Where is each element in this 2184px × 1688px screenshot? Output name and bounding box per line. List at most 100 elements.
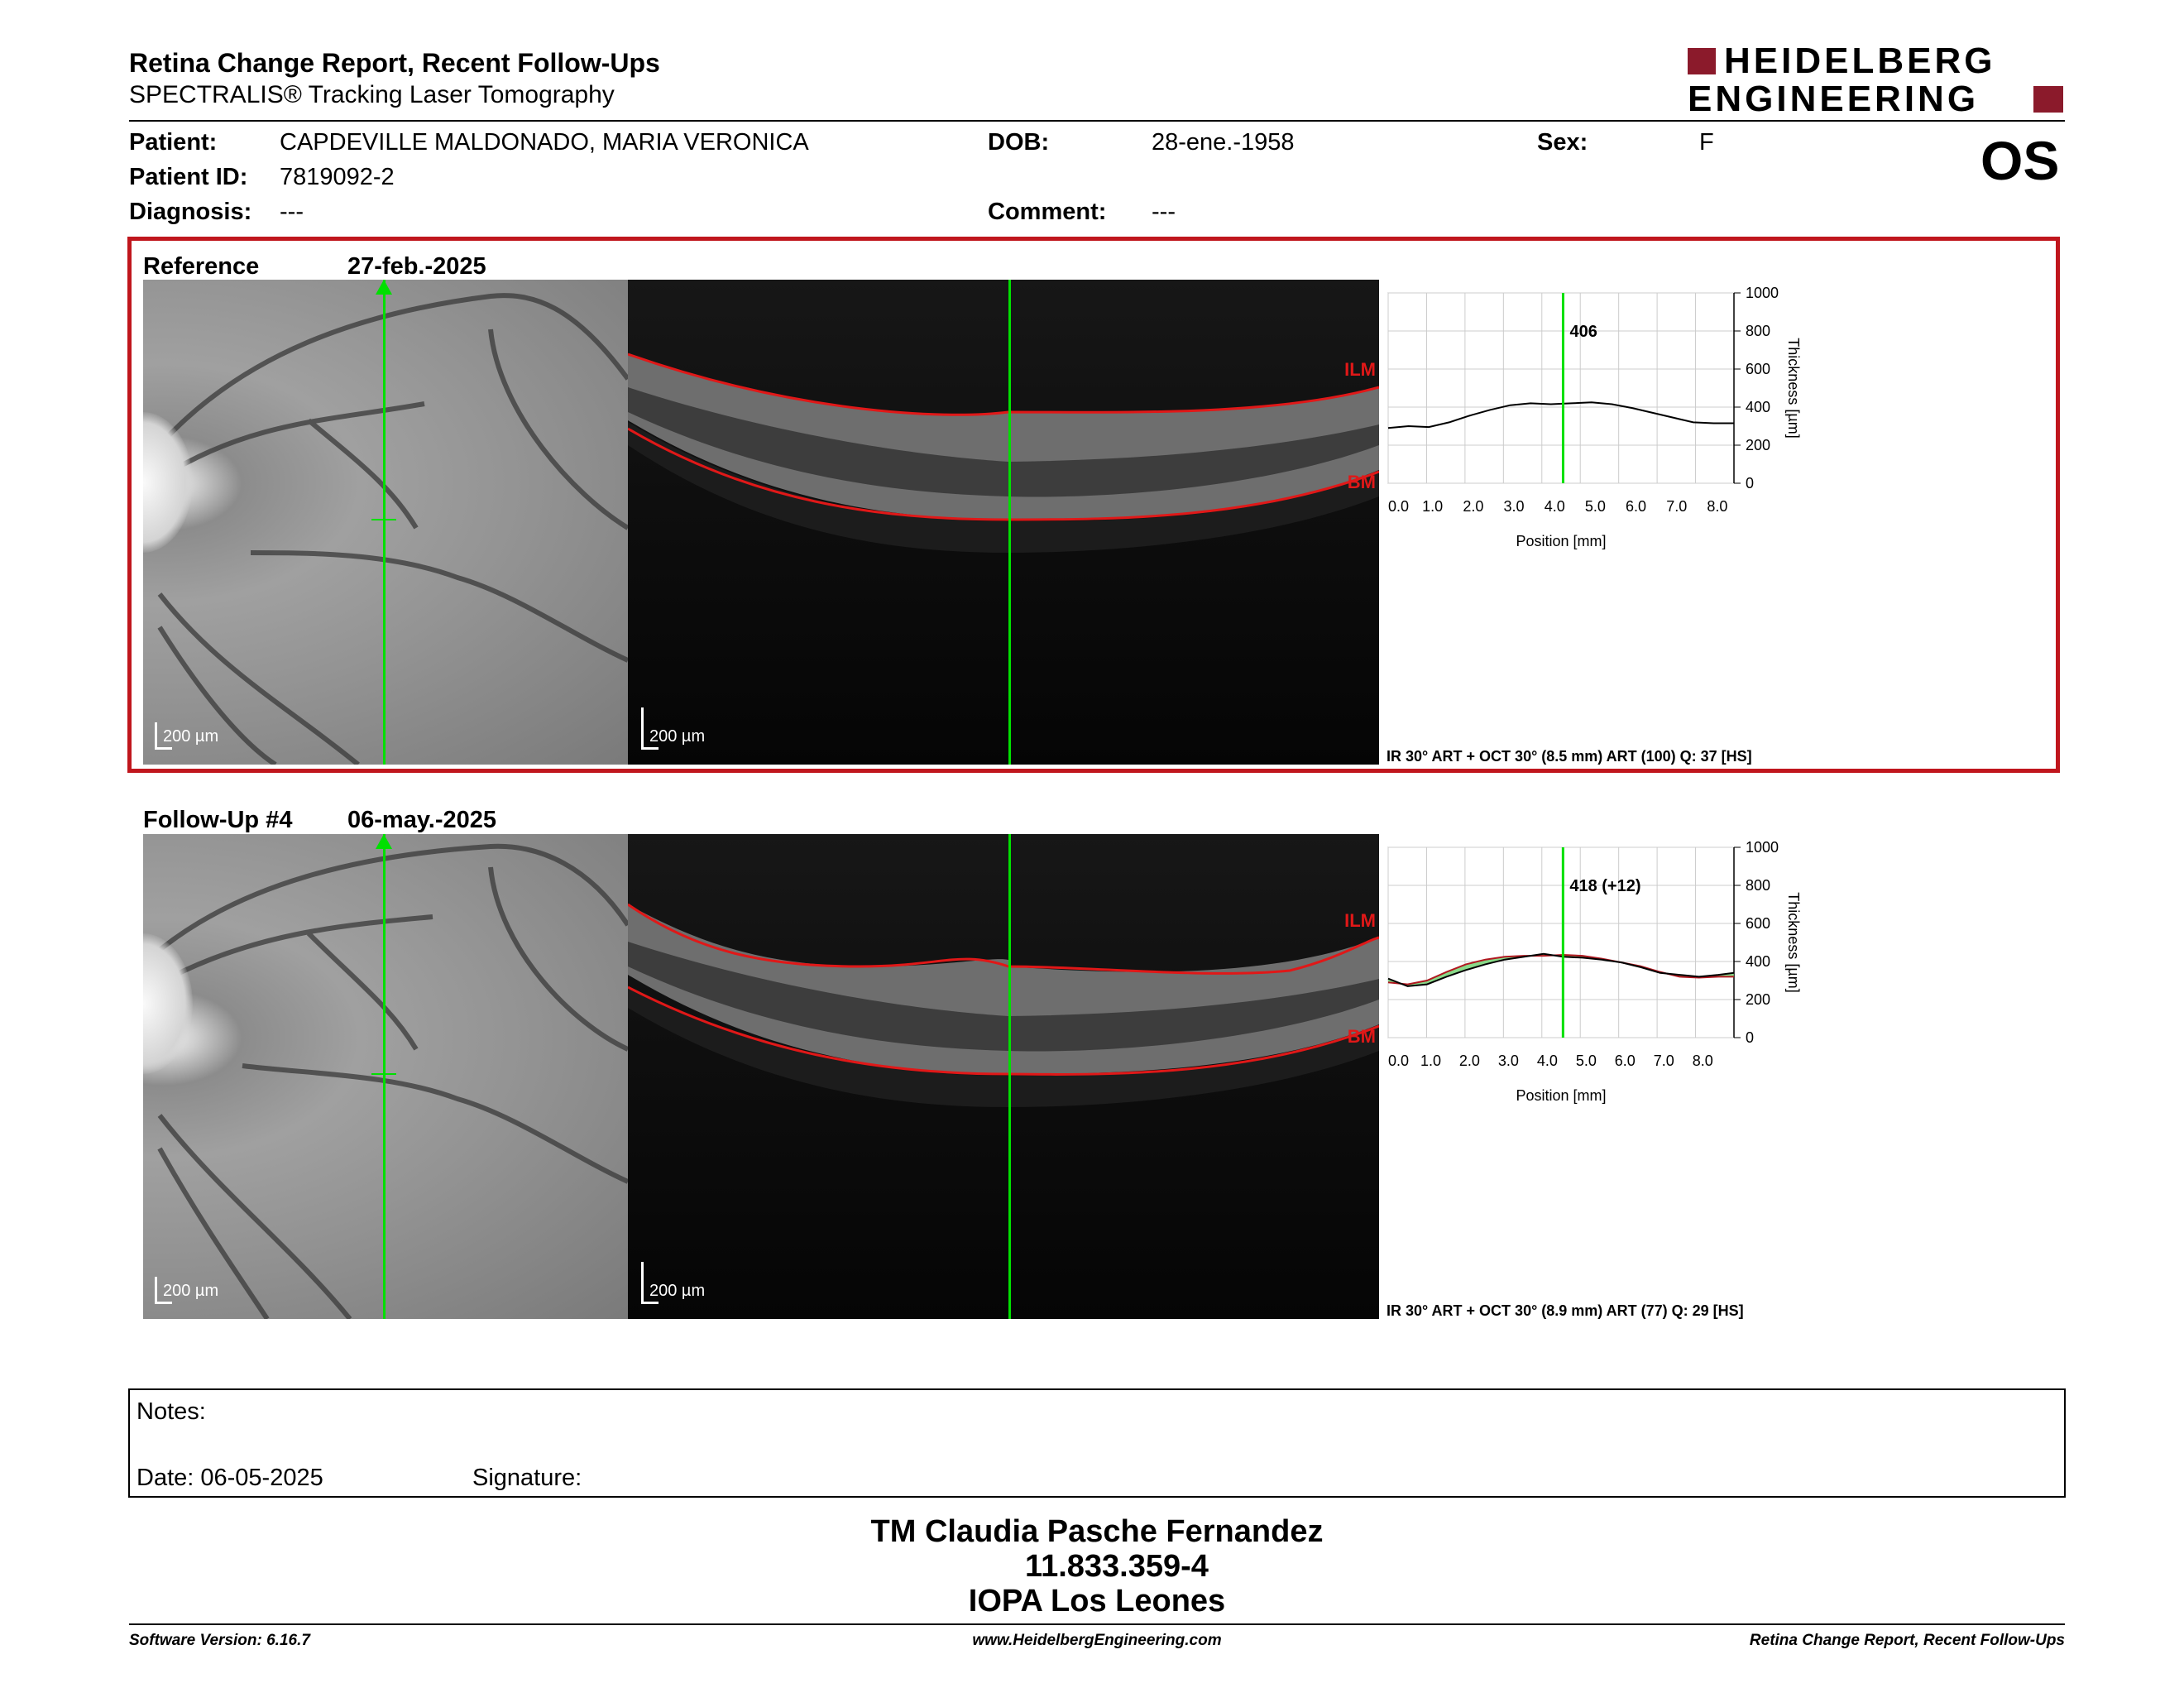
exam-2-oct-bscan[interactable]: ILM BM 200 µm [628, 834, 1379, 1319]
x-tick-label: 0.0 [1388, 498, 1409, 515]
exam-1-label: Reference [143, 253, 260, 280]
signature-label: Signature: [472, 1465, 582, 1491]
x-tick-label: 1.0 [1420, 1053, 1441, 1069]
x-tick-label: 6.0 [1626, 498, 1646, 515]
x-tick-label: 3.0 [1498, 1053, 1519, 1069]
patient-name: CAPDEVILLE MALDONADO, MARIA VERONICA [280, 129, 809, 156]
logo-square-bottom [2033, 86, 2063, 113]
exam-1-oct-scalebar: 200 µm [641, 707, 740, 751]
stamp-clinic: IOPA Los Leones [968, 1584, 1226, 1618]
exam-2-thickness-chart: 0 200 400 600 800 1000 0.0 1.0 2.0 3.0 4.0 5.0 6.0 7.… [1387, 839, 1802, 1104]
exam-2-scan-line [383, 834, 386, 1319]
x-tick-label: 5.0 [1576, 1053, 1597, 1069]
exam-1-date: 27-feb.-2025 [347, 253, 486, 280]
exam-2-ir-scalebar: 200 µm [155, 1273, 254, 1306]
thickness-difference-area [1388, 953, 1734, 986]
exam-1-retina-layers [628, 352, 1379, 553]
website-link[interactable]: www.HeidelbergEngineering.com [972, 1632, 1222, 1649]
footer-report-name: Retina Change Report, Recent Follow-Ups [1749, 1632, 2065, 1649]
x-tick-label: 4.0 [1537, 1053, 1558, 1069]
dob-value: 28-ene.-1958 [1152, 129, 1295, 156]
exam-2-bm-label: BM [1347, 1026, 1376, 1047]
x-tick-label: 2.0 [1463, 498, 1483, 515]
cursor-value-label: 406 [1569, 323, 1597, 341]
exam-2-scan-info: IR 30° ART + OCT 30° (8.9 mm) ART (77) Q… [1387, 1302, 1744, 1319]
exam-1-scan-line [383, 280, 386, 765]
exam-1-oct-bscan[interactable]: ILM BM 200 µm [628, 280, 1379, 765]
x-tick-label: 8.0 [1707, 498, 1727, 515]
logo-line-2: ENGINEERING [1688, 79, 1980, 119]
report-title: Retina Change Report, Recent Follow-Ups [129, 48, 660, 78]
cursor-value-label: 418 (+12) [1569, 877, 1640, 895]
header-divider [129, 120, 2065, 122]
x-tick-label: 8.0 [1693, 1053, 1713, 1069]
comment-value: --- [1152, 199, 1176, 225]
y-tick-label: 200 [1746, 991, 1770, 1008]
x-tick-label: 7.0 [1666, 498, 1687, 515]
exam-2-vessels [157, 843, 628, 1319]
patient-id: 7819092-2 [280, 164, 395, 190]
y-axis-label: Thickness [µm] [1785, 892, 1802, 992]
x-tick-label: 2.0 [1459, 1053, 1480, 1069]
y-axis-label: Thickness [µm] [1785, 338, 1802, 438]
software-version: Software Version: 6.16.7 [129, 1632, 310, 1649]
patient-id-label: Patient ID: [129, 164, 248, 190]
report-subtitle: SPECTRALIS® Tracking Laser Tomography [129, 81, 615, 108]
y-tick-label: 1000 [1746, 285, 1779, 301]
sex-label: Sex: [1537, 129, 1588, 156]
heidelberg-logo: HEIDELBERG ENGINEERING [1688, 43, 2065, 117]
reference-frame [127, 237, 2060, 773]
eye-indicator: OS [1980, 130, 2060, 191]
y-tick-label: 400 [1746, 399, 1770, 415]
x-axis-label: Position [mm] [1516, 533, 1606, 549]
diagnosis-value: --- [280, 199, 304, 225]
sex-value: F [1699, 129, 1714, 156]
chart-plot-area [1387, 292, 1735, 484]
exam-1-fovea-mark-icon [371, 519, 396, 520]
logo-square-top [1688, 48, 1716, 74]
exam-1-vessels [157, 293, 628, 765]
exam-2-date: 06-may.-2025 [347, 807, 497, 833]
notes-label: Notes: [136, 1398, 206, 1425]
exam-2-label: Follow-Up #4 [143, 807, 293, 833]
y-tick-label: 600 [1746, 361, 1770, 377]
y-tick-label: 0 [1746, 1029, 1754, 1046]
patient-label: Patient: [129, 129, 218, 156]
exam-1-ilm-label: ILM [1344, 359, 1376, 380]
y-tick-label: 0 [1746, 475, 1754, 492]
footer-divider [129, 1623, 2065, 1625]
dob-label: DOB: [988, 129, 1050, 156]
exam-2-oct-position-line [1008, 834, 1011, 1319]
chart-plot-area [1387, 846, 1735, 1038]
y-tick-label: 800 [1746, 877, 1770, 894]
exam-1-bm-label: BM [1347, 472, 1376, 492]
notes-box[interactable]: Notes: Date: 06-05-2025 Signature: [128, 1388, 2066, 1498]
x-axis-label: Position [mm] [1516, 1087, 1606, 1104]
comment-label: Comment: [988, 199, 1107, 225]
y-tick-label: 800 [1746, 323, 1770, 339]
exam-2-retina-layers [628, 903, 1379, 1107]
diagnosis-label: Diagnosis: [129, 199, 252, 225]
exam-1-thickness-chart: 0 200 400 600 800 1000 0.0 1.0 2.0 3.0 4.0 5.0 6.0 7.… [1387, 285, 1802, 549]
notes-date: Date: 06-05-2025 [136, 1465, 323, 1491]
exam-1-ir-scalebar: 200 µm [155, 718, 254, 751]
exam-1-scan-info: IR 30° ART + OCT 30° (8.5 mm) ART (100) … [1387, 748, 1752, 765]
y-tick-label: 200 [1746, 437, 1770, 453]
y-tick-label: 1000 [1746, 839, 1779, 856]
x-tick-label: 4.0 [1545, 498, 1565, 515]
thickness-line [1387, 401, 1734, 429]
x-tick-label: 7.0 [1654, 1053, 1674, 1069]
x-tick-label: 5.0 [1585, 498, 1606, 515]
x-tick-label: 0.0 [1388, 1053, 1409, 1069]
logo-line-1: HEIDELBERG [1724, 41, 1996, 81]
exam-1-oct-position-line [1008, 280, 1011, 765]
stamp-id: 11.833.359-4 [1025, 1549, 1209, 1584]
stamp-name: TM Claudia Pasche Fernandez [870, 1514, 1324, 1549]
exam-2-oct-scalebar: 200 µm [641, 1262, 740, 1306]
exam-2-fovea-mark-icon [371, 1073, 396, 1075]
exam-1-fundus-image[interactable]: 200 µm [143, 280, 628, 765]
x-tick-label: 1.0 [1422, 498, 1443, 515]
x-tick-label: 6.0 [1615, 1053, 1636, 1069]
exam-2-ilm-label: ILM [1344, 910, 1376, 931]
exam-2-fundus-image[interactable]: 200 µm [143, 834, 628, 1319]
